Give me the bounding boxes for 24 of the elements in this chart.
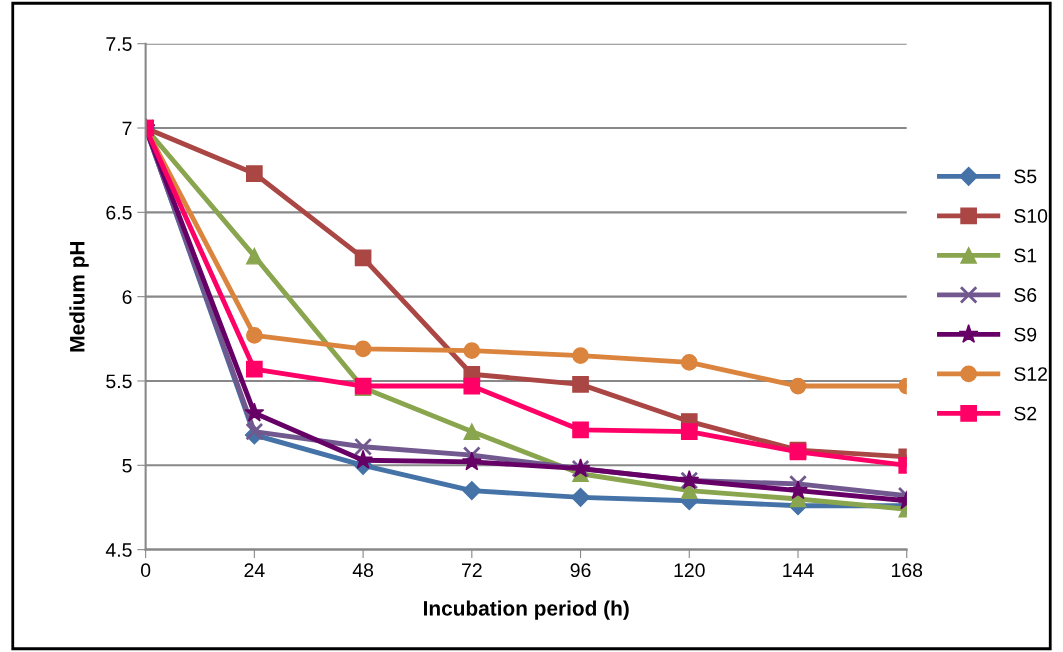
x-tick-label: 72 <box>462 563 482 577</box>
legend-label: S12 <box>1014 367 1047 381</box>
x-tick-label: 48 <box>352 563 374 578</box>
x-tick-label: 96 <box>570 563 591 578</box>
y-axis-title: Medium pH <box>69 241 89 352</box>
legend-label: S6 <box>1014 288 1037 302</box>
y-tick-label: 5.5 <box>106 374 132 389</box>
y-tick-label: 6.5 <box>106 205 132 220</box>
legend-label: S1 <box>1014 248 1037 263</box>
x-axis-title: Incubation period (h) <box>424 600 629 620</box>
legend-label: S10 <box>1014 209 1048 223</box>
x-tick-label: 120 <box>674 563 705 578</box>
legend-label: S2 <box>1014 406 1037 421</box>
x-tick-label: 24 <box>244 563 265 577</box>
x-tick-label: 168 <box>892 563 923 578</box>
x-tick-label: 0 <box>140 563 151 578</box>
y-tick-label: 7 <box>122 121 132 136</box>
y-tick-label: 7.5 <box>106 37 132 51</box>
x-tick-label: 144 <box>783 563 814 577</box>
legend-label: S5 <box>1014 169 1037 184</box>
y-tick-label: 4.5 <box>105 543 132 557</box>
legend-label: S9 <box>1014 327 1037 342</box>
y-tick-label: 6 <box>122 290 132 304</box>
y-tick-label: 5 <box>122 458 132 473</box>
